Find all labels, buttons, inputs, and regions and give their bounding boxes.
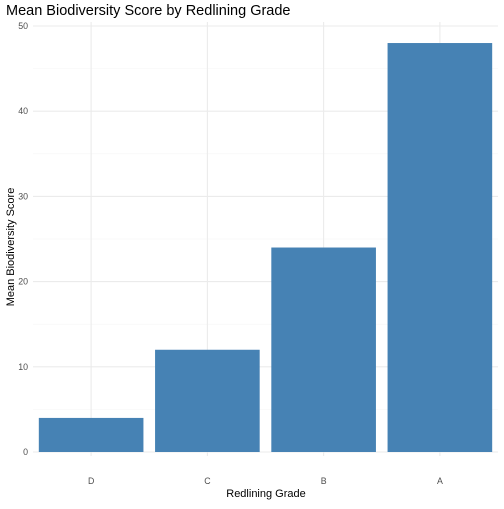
bar-D: [38, 417, 144, 452]
y-tick-label: 40: [18, 106, 28, 116]
y-tick-label: 0: [23, 447, 28, 457]
x-tick-label: C: [204, 476, 211, 486]
y-axis-title: Mean Biodiversity Score: [5, 188, 17, 307]
y-axis-ticks: 0 10 20 30 40 50: [18, 21, 28, 457]
chart-title: Mean Biodiversity Score by Redlining Gra…: [6, 3, 291, 19]
bars: [38, 43, 493, 452]
x-axis-title: Redlining Grade: [226, 488, 306, 500]
bar-C: [155, 349, 260, 452]
bar-B: [271, 247, 376, 452]
y-tick-label: 10: [18, 362, 28, 372]
y-tick-label: 30: [18, 191, 28, 201]
x-tick-label: A: [437, 476, 443, 486]
x-tick-label: B: [321, 476, 327, 486]
y-tick-label: 50: [18, 21, 28, 31]
y-tick-label: 20: [18, 277, 28, 287]
bar-A: [387, 43, 493, 452]
x-tick-label: D: [88, 476, 94, 486]
